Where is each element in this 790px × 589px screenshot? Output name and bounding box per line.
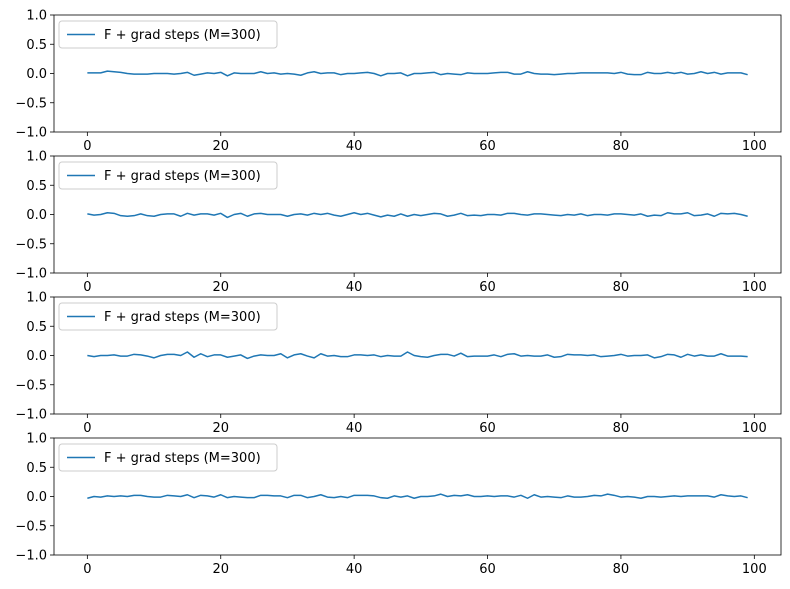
y-tick-label: 0.5 bbox=[26, 38, 47, 53]
y-tick-label: −0.5 bbox=[15, 519, 47, 534]
x-tick-label: 80 bbox=[613, 421, 630, 436]
x-tick-label: 100 bbox=[742, 421, 767, 436]
legend: F + grad steps (M=300) bbox=[58, 161, 278, 190]
y-tick-label: 1.0 bbox=[26, 9, 47, 24]
x-tick-label: 40 bbox=[346, 421, 363, 436]
y-tick-label: −1.0 bbox=[15, 267, 47, 282]
y-tick-label: −0.5 bbox=[15, 237, 47, 252]
y-tick-label: 1.0 bbox=[26, 150, 47, 165]
x-tick-label: 80 bbox=[613, 280, 630, 295]
y-tick-label: 0.5 bbox=[26, 320, 47, 335]
axes-frame bbox=[53, 14, 782, 133]
legend: F + grad steps (M=300) bbox=[58, 443, 278, 472]
legend-label: F + grad steps (M=300) bbox=[104, 310, 261, 325]
legend-box bbox=[58, 302, 278, 331]
x-tick-label: 0 bbox=[83, 280, 91, 295]
x-tick-label: 20 bbox=[212, 562, 229, 577]
subplot-2: 1.0 0.5 0.0 −0.5 −1.0 0 20 40 60 80 100 F + grad st… bbox=[15, 150, 782, 295]
x-tick-label: 40 bbox=[346, 280, 363, 295]
legend-box bbox=[58, 443, 278, 472]
y-tick-label: 0.0 bbox=[26, 349, 47, 364]
x-tick-label: 20 bbox=[212, 421, 229, 436]
x-tick-label: 0 bbox=[83, 421, 91, 436]
x-tick-label: 0 bbox=[83, 139, 91, 154]
legend-box bbox=[58, 161, 278, 190]
x-tick-label: 40 bbox=[346, 562, 363, 577]
x-tick-label: 20 bbox=[212, 139, 229, 154]
axes-frame bbox=[53, 437, 782, 556]
axes-frame bbox=[53, 296, 782, 415]
series-line bbox=[87, 70, 748, 77]
legend-label: F + grad steps (M=300) bbox=[104, 169, 261, 184]
legend-box bbox=[58, 20, 278, 49]
x-tick-label: 60 bbox=[479, 421, 496, 436]
y-tick-label: −0.5 bbox=[15, 96, 47, 111]
x-tick-label: 80 bbox=[613, 139, 630, 154]
legend-label: F + grad steps (M=300) bbox=[104, 28, 261, 43]
series-line bbox=[87, 212, 748, 219]
subplot-1: 1.0 0.5 0.0 −0.5 −1.0 0 20 40 60 80 100 F + grad st… bbox=[15, 9, 782, 154]
y-tick-label: 1.0 bbox=[26, 432, 47, 447]
x-tick-label: 100 bbox=[742, 562, 767, 577]
y-tick-label: −1.0 bbox=[15, 549, 47, 564]
series-line bbox=[87, 351, 748, 360]
x-tick-label: 40 bbox=[346, 139, 363, 154]
y-tick-label: −1.0 bbox=[15, 408, 47, 423]
x-tick-label: 100 bbox=[742, 280, 767, 295]
y-tick-label: −1.0 bbox=[15, 126, 47, 141]
x-tick-label: 0 bbox=[83, 562, 91, 577]
subplot-4: 1.0 0.5 0.0 −0.5 −1.0 0 20 40 60 80 100 F + grad st… bbox=[15, 432, 782, 577]
legend: F + grad steps (M=300) bbox=[58, 302, 278, 331]
y-tick-label: 0.0 bbox=[26, 490, 47, 505]
y-tick-label: 0.5 bbox=[26, 179, 47, 194]
y-tick-label: 1.0 bbox=[26, 291, 47, 306]
y-tick-label: 0.5 bbox=[26, 461, 47, 476]
x-tick-label: 80 bbox=[613, 562, 630, 577]
x-tick-label: 100 bbox=[742, 139, 767, 154]
legend-label: F + grad steps (M=300) bbox=[104, 451, 261, 466]
series-line bbox=[87, 493, 748, 499]
x-tick-label: 60 bbox=[479, 562, 496, 577]
x-tick-label: 60 bbox=[479, 139, 496, 154]
axes-frame bbox=[53, 155, 782, 274]
subplot-3: 1.0 0.5 0.0 −0.5 −1.0 0 20 40 60 80 100 F + grad st… bbox=[15, 291, 782, 436]
y-tick-label: −0.5 bbox=[15, 378, 47, 393]
y-tick-label: 0.0 bbox=[26, 208, 47, 223]
y-tick-label: 0.0 bbox=[26, 67, 47, 82]
x-tick-label: 20 bbox=[212, 280, 229, 295]
x-tick-label: 60 bbox=[479, 280, 496, 295]
legend: F + grad steps (M=300) bbox=[58, 20, 278, 49]
